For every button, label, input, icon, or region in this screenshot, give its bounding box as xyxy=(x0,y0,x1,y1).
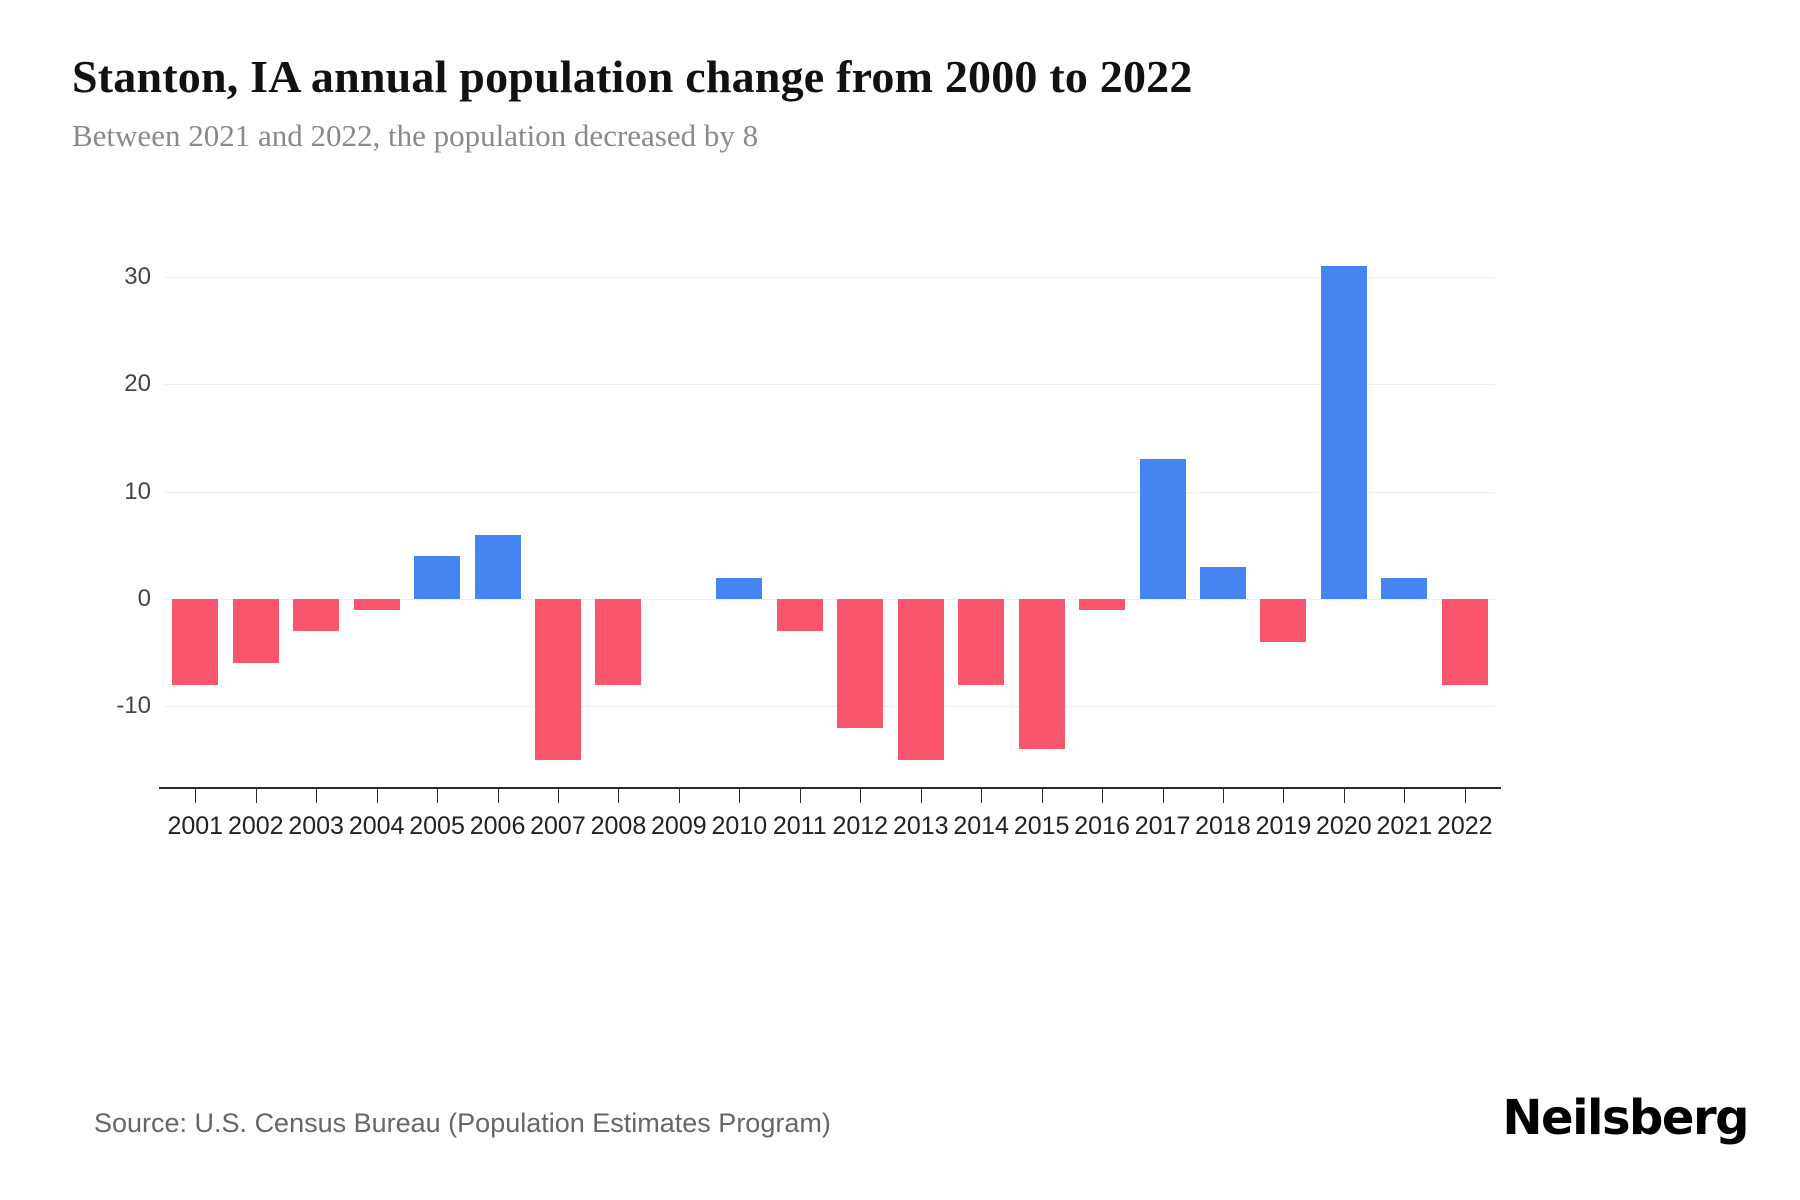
bar-2012[interactable] xyxy=(837,599,884,728)
bar-2006[interactable] xyxy=(474,534,521,599)
plot-area: 30 20 10 0 -10 2001 2002 2003 2004 2005 2006 2007 20… xyxy=(116,250,1501,840)
x-axis-label-2010: 2010 xyxy=(711,812,768,840)
bar-2014[interactable] xyxy=(958,599,1005,685)
x-axis-label-2015: 2015 xyxy=(1013,812,1070,840)
gridline xyxy=(165,276,1495,278)
x-axis-tick xyxy=(437,789,438,803)
gridline xyxy=(165,384,1495,386)
x-axis-line xyxy=(159,787,1501,789)
x-axis-label-2009: 2009 xyxy=(651,812,707,840)
x-axis-tick xyxy=(678,789,680,803)
x-axis-label-2013: 2013 xyxy=(892,812,949,840)
x-axis-label-2005: 2005 xyxy=(409,812,465,840)
x-axis-tick xyxy=(1343,789,1345,803)
x-axis-tick xyxy=(920,789,922,803)
x-axis-label-2008: 2008 xyxy=(590,812,647,840)
gridline xyxy=(165,706,1495,708)
x-axis-label-2006: 2006 xyxy=(469,812,526,840)
x-axis-tick xyxy=(195,789,197,803)
bar-2001[interactable] xyxy=(172,599,219,685)
y-axis-tick-label: 20 xyxy=(124,370,151,398)
x-axis-tick xyxy=(316,789,318,803)
bar-2013[interactable] xyxy=(897,599,944,761)
x-axis-label-2007: 2007 xyxy=(530,812,586,840)
gridline xyxy=(165,599,1495,601)
x-axis-label-2001: 2001 xyxy=(167,812,224,840)
x-axis-tick xyxy=(1041,789,1043,803)
brand-logo: Neilsberg xyxy=(1502,1090,1749,1146)
bar-2003[interactable] xyxy=(293,599,340,632)
x-axis-tick xyxy=(376,789,378,803)
bar-2010[interactable] xyxy=(716,577,763,600)
x-axis-label-2020: 2020 xyxy=(1316,812,1372,840)
x-axis-tick xyxy=(1162,789,1164,803)
bar-2018[interactable] xyxy=(1200,566,1246,599)
x-axis-tick xyxy=(255,789,257,803)
x-axis-tick xyxy=(860,789,862,803)
x-axis-tick xyxy=(739,789,741,803)
x-axis-tick xyxy=(1464,789,1466,803)
bar-2011[interactable] xyxy=(776,599,823,632)
x-axis-label-2022: 2022 xyxy=(1436,812,1493,840)
x-axis-label-2016: 2016 xyxy=(1074,812,1130,840)
x-axis-label-2004: 2004 xyxy=(348,812,405,840)
x-axis-tick xyxy=(799,789,801,803)
bar-2002[interactable] xyxy=(232,599,279,664)
x-axis-label-2017: 2017 xyxy=(1134,812,1191,840)
y-axis-tick-label: 30 xyxy=(124,262,151,290)
x-axis-label-2019: 2019 xyxy=(1255,812,1312,840)
y-axis-tick-label: 10 xyxy=(124,477,151,505)
bar-2005[interactable] xyxy=(414,556,460,600)
source-attribution: Source: U.S. Census Bureau (Population E… xyxy=(94,1108,831,1138)
y-axis-tick-label: 0 xyxy=(137,585,151,613)
x-axis-tick xyxy=(1404,789,1406,803)
bar-2016[interactable] xyxy=(1079,599,1125,610)
bar-2017[interactable] xyxy=(1139,459,1186,599)
x-axis-tick xyxy=(618,789,620,803)
x-axis-label-2003: 2003 xyxy=(288,812,344,840)
x-axis-tick xyxy=(558,789,559,803)
x-axis-label-2018: 2018 xyxy=(1195,812,1251,840)
bar-2021[interactable] xyxy=(1381,577,1428,600)
x-axis-label-2021: 2021 xyxy=(1376,812,1433,840)
gridline xyxy=(165,491,1495,493)
chart-title: Stanton, IA annual population change fro… xyxy=(72,51,1193,102)
x-axis-label-2012: 2012 xyxy=(832,812,889,840)
bar-2020[interactable] xyxy=(1320,266,1367,599)
y-axis-tick-label: -10 xyxy=(116,692,151,720)
x-axis-label-2011: 2011 xyxy=(772,812,827,840)
x-axis-label-2002: 2002 xyxy=(227,812,284,840)
x-axis-tick xyxy=(1102,789,1103,803)
chart-subtitle: Between 2021 and 2022, the population de… xyxy=(72,118,759,153)
x-axis-tick xyxy=(981,789,983,803)
bar-2008[interactable] xyxy=(595,599,642,685)
bar-2022[interactable] xyxy=(1441,599,1488,685)
x-axis-tick xyxy=(1283,789,1285,803)
x-axis-label-2014: 2014 xyxy=(953,812,1009,840)
bar-2007[interactable] xyxy=(535,599,581,761)
x-axis-tick xyxy=(1223,789,1224,803)
x-axis-tick xyxy=(497,789,499,803)
bar-2015[interactable] xyxy=(1018,599,1065,750)
bar-2004[interactable] xyxy=(353,599,400,610)
bar-2019[interactable] xyxy=(1260,599,1307,643)
